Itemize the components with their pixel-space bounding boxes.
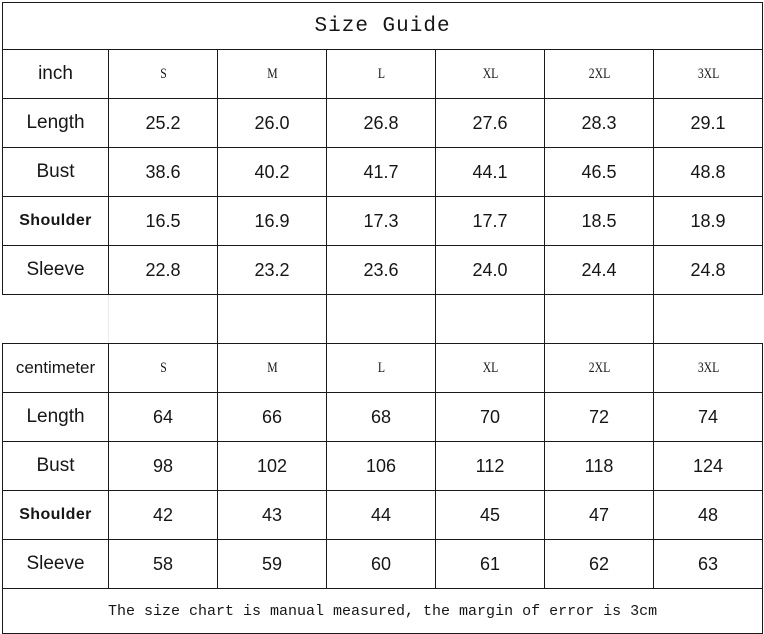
cell-shoulder-inch-3xl: 18.9 [652,196,764,246]
cell-length-cm-3xl: 74 [652,392,764,442]
unit-header-row-inch: inch S M L XL 2XL 3XL [2,49,763,99]
cell-sleeve-inch-3xl: 24.8 [652,245,764,295]
table-row: Sleeve 58 59 60 61 62 63 [2,539,764,589]
title-row: Size Guide [1,2,764,50]
cell-sleeve-inch-xl: 24.0 [435,245,545,295]
table-row: Bust 38.6 40.2 41.7 44.1 46.5 48.8 [2,147,764,197]
cell-sleeve-cm-s: 58 [108,539,218,589]
separator-cell [544,294,654,344]
size-header-l: L [338,49,424,99]
size-header-cm-l: L [338,343,424,393]
cell-sleeve-cm-l: 60 [326,539,436,589]
size-header-cm-2xl: 2XL [556,343,642,393]
size-header-cm-xl: XL [447,343,533,393]
table-row: Length 64 66 68 70 72 74 [2,392,764,442]
cell-shoulder-cm-xl: 45 [435,490,545,540]
size-header-3xl: 3XL [665,49,751,99]
size-header-cm-m: M [229,343,315,393]
cell-shoulder-inch-s: 16.5 [108,196,218,246]
row-label-bust-inch: Bust [2,147,109,197]
cell-length-inch-l: 26.8 [326,98,436,148]
cell-bust-inch-s: 38.6 [108,147,218,197]
cell-bust-cm-3xl: 124 [652,441,764,491]
cell-bust-cm-2xl: 118 [544,441,654,491]
unit-label-inch: inch [2,49,109,99]
size-header-cm-s: S [120,343,206,393]
row-label-shoulder-cm: Shoulder [2,490,109,540]
cell-length-cm-2xl: 72 [544,392,654,442]
cell-bust-cm-m: 102 [217,441,327,491]
separator-cell [108,294,218,344]
table-row: Length 25.2 26.0 26.8 27.6 28.3 29.1 [2,98,764,148]
cell-bust-cm-xl: 112 [435,441,545,491]
cell-shoulder-cm-s: 42 [108,490,218,540]
cell-shoulder-inch-m: 16.9 [217,196,327,246]
cell-length-inch-2xl: 28.3 [544,98,654,148]
cell-bust-inch-xl: 44.1 [435,147,545,197]
row-label-sleeve-cm: Sleeve [2,539,109,589]
cell-length-inch-s: 25.2 [108,98,218,148]
cell-length-cm-xl: 70 [435,392,545,442]
cell-shoulder-cm-l: 44 [326,490,436,540]
row-label-bust-cm: Bust [2,441,109,491]
cell-sleeve-inch-s: 22.8 [108,245,218,295]
cell-bust-cm-l: 106 [326,441,436,491]
size-header-cm-3xl: 3XL [665,343,751,393]
cell-length-inch-m: 26.0 [217,98,327,148]
cell-sleeve-inch-l: 23.6 [326,245,436,295]
row-label-shoulder-inch: Shoulder [2,196,109,246]
cell-shoulder-inch-l: 17.3 [326,196,436,246]
cell-length-cm-l: 68 [326,392,436,442]
row-label-length-inch: Length [2,98,109,148]
cell-shoulder-cm-2xl: 47 [544,490,654,540]
cell-sleeve-inch-m: 23.2 [217,245,327,295]
size-header-s: S [120,49,206,99]
row-label-sleeve-inch: Sleeve [2,245,109,295]
table-row: Sleeve 22.8 23.2 23.6 24.0 24.4 24.8 [2,245,764,295]
table-row: Shoulder 42 43 44 45 47 48 [2,490,764,540]
cell-bust-inch-l: 41.7 [326,147,436,197]
separator-cell [2,294,109,344]
footer-row: The size chart is manual measured, the m… [1,588,764,634]
cell-bust-inch-3xl: 48.8 [652,147,764,197]
cell-bust-inch-m: 40.2 [217,147,327,197]
cell-shoulder-cm-m: 43 [217,490,327,540]
size-header-m: M [229,49,315,99]
size-header-xl: XL [447,49,533,99]
cell-sleeve-inch-2xl: 24.4 [544,245,654,295]
cell-sleeve-cm-2xl: 62 [544,539,654,589]
cell-bust-cm-s: 98 [108,441,218,491]
cell-shoulder-inch-xl: 17.7 [435,196,545,246]
table-row: Bust 98 102 106 112 118 124 [2,441,764,491]
table-row: Shoulder 16.5 16.9 17.3 17.7 18.5 18.9 [2,196,764,246]
cell-length-inch-xl: 27.6 [435,98,545,148]
cell-sleeve-cm-xl: 61 [435,539,545,589]
unit-label-centimeter: centimeter [2,343,109,393]
separator-cell [435,294,545,344]
cell-shoulder-inch-2xl: 18.5 [544,196,654,246]
page-title: Size Guide [1,2,764,50]
cell-shoulder-cm-3xl: 48 [652,490,764,540]
row-label-length-cm: Length [2,392,109,442]
separator-cell [326,294,436,344]
section-separator-row [2,294,763,344]
separator-cell [652,294,763,344]
unit-header-row-centimeter: centimeter S M L XL 2XL 3XL [2,343,763,393]
size-header-2xl: 2XL [556,49,642,99]
cell-sleeve-cm-3xl: 63 [652,539,764,589]
cell-length-cm-m: 66 [217,392,327,442]
separator-cell [217,294,327,344]
measurement-disclaimer: The size chart is manual measured, the m… [1,588,764,634]
cell-length-cm-s: 64 [108,392,218,442]
cell-length-inch-3xl: 29.1 [652,98,764,148]
cell-bust-inch-2xl: 46.5 [544,147,654,197]
cell-sleeve-cm-m: 59 [217,539,327,589]
